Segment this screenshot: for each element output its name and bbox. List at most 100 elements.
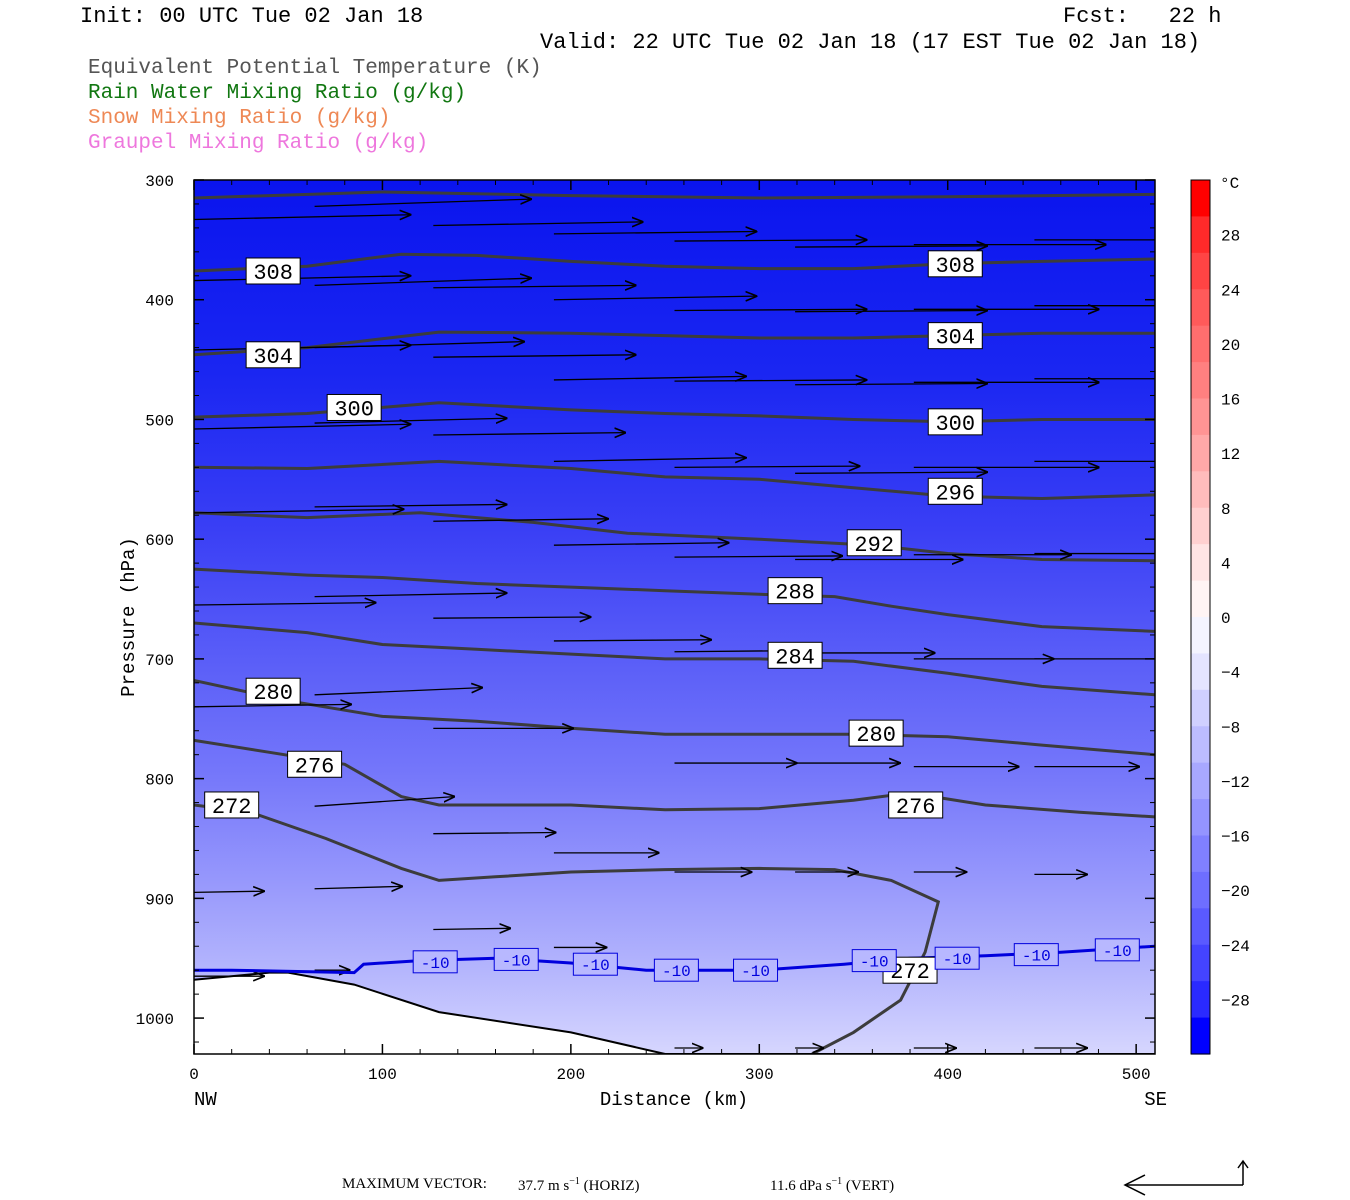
wind-vector <box>795 246 987 247</box>
colorbar-label: −8 <box>1221 719 1240 737</box>
x-tick-label: 300 <box>745 1066 774 1084</box>
temperature-label: -10 <box>581 957 610 975</box>
colorbar-segment <box>1191 180 1210 218</box>
theta-e-label-296: 296 <box>935 481 975 506</box>
temperature-label-box <box>493 947 539 971</box>
wind-vector <box>433 285 635 287</box>
theta-e-contour-304 <box>194 330 1155 357</box>
colorbar-segment <box>1191 835 1210 873</box>
wind-vector <box>194 603 375 605</box>
colorbar-label: 28 <box>1221 228 1240 246</box>
wind-vector <box>314 418 507 423</box>
theta-e-label-272: 272 <box>212 795 252 820</box>
theta-e-label-276: 276 <box>896 795 936 820</box>
x-right-direction: SE <box>1144 1089 1167 1111</box>
wind-vector <box>553 543 728 545</box>
valid-time: Valid: 22 UTC Tue 02 Jan 18 (17 EST Tue … <box>540 30 1201 55</box>
wind-vector <box>314 199 531 207</box>
temperature-label: -10 <box>421 955 450 973</box>
colorbar-segment <box>1191 544 1210 582</box>
forecast-hour: Fcst: 22 h <box>1063 4 1222 29</box>
temperature-label: -10 <box>1103 943 1132 961</box>
wind-vector <box>674 380 867 381</box>
colorbar-segment <box>1191 726 1210 764</box>
theta-e-label-box <box>927 477 983 505</box>
theta-e-label-box <box>846 529 902 557</box>
theta-e-label-280: 280 <box>856 723 896 748</box>
horiz-value: 37.7 m s <box>518 1178 570 1194</box>
wind-vector <box>433 355 635 357</box>
colorbar-segment <box>1191 689 1210 727</box>
theta-e-contour-296 <box>194 459 1155 501</box>
wind-vector <box>433 617 590 618</box>
wind-vector <box>433 833 555 834</box>
temperature-label: -10 <box>860 954 889 972</box>
legend-theta-e: Equivalent Potential Temperature (K) <box>88 57 542 80</box>
theta-e-label-box <box>204 791 260 819</box>
temperature-label-box <box>733 958 779 982</box>
wind-vector <box>553 231 756 233</box>
max-vector-vert: 11.6 dPa s−1 (VERT) <box>770 1176 894 1195</box>
colorbar-label: −4 <box>1221 665 1240 683</box>
y-tick-label: 500 <box>145 412 174 430</box>
colorbar-segment <box>1191 981 1210 1019</box>
vert-tag: (VERT) <box>845 1178 895 1194</box>
temperature-label: -10 <box>1022 948 1051 966</box>
x-tick-label: 0 <box>189 1066 199 1084</box>
wind-vector <box>314 593 507 597</box>
temperature-label-box <box>851 949 897 973</box>
vert-exponent: −1 <box>831 1176 843 1187</box>
colorbar-label: −24 <box>1221 938 1250 956</box>
temperature-label-box <box>572 952 618 976</box>
colorbar-label: 8 <box>1221 501 1231 519</box>
wind-vector <box>674 466 860 467</box>
wind-vector <box>674 309 867 310</box>
theta-e-label-box <box>888 791 944 819</box>
temperature-label-box <box>1013 943 1059 967</box>
temperature-label-box <box>653 958 699 982</box>
wind-vector <box>433 222 642 226</box>
theta-e-label-276: 276 <box>295 754 335 779</box>
theta-e-label-box <box>927 250 983 278</box>
theta-e-label-box <box>245 257 301 285</box>
temperature-label: -10 <box>741 963 770 981</box>
wind-vector <box>314 688 482 696</box>
wind-vector <box>314 797 454 807</box>
theta-e-contour-312 <box>194 190 1155 200</box>
theta-e-contour-276 <box>194 738 1155 819</box>
theta-e-label-box <box>767 641 823 669</box>
theta-e-label-280: 280 <box>253 681 293 706</box>
plot-frame <box>193 179 1156 1055</box>
wind-vector <box>433 928 510 929</box>
theta-e-label-300: 300 <box>935 412 975 437</box>
y-axis-label: Pressure (hPa) <box>118 537 140 697</box>
colorbar-segment <box>1191 434 1210 472</box>
theta-e-contour-292 <box>194 511 1155 563</box>
temperature-label: -10 <box>662 963 691 981</box>
colorbar-segment <box>1191 325 1210 363</box>
colorbar-segment <box>1191 908 1210 946</box>
colorbar-segment <box>1191 507 1210 545</box>
theta-e-label-292: 292 <box>854 533 894 558</box>
colorbar-label: 24 <box>1221 282 1240 300</box>
theta-e-label-304: 304 <box>253 345 293 370</box>
theta-e-label-308: 308 <box>935 254 975 279</box>
wind-vector <box>553 458 746 462</box>
colorbar-segment <box>1191 871 1210 909</box>
colorbar-segment <box>1191 471 1210 509</box>
terrain-fill <box>194 972 1155 1054</box>
wind-vector <box>674 240 867 241</box>
colorbar-segment <box>1191 944 1210 982</box>
theta-e-label-box <box>927 322 983 350</box>
colorbar-label: 12 <box>1221 446 1240 464</box>
wind-vector <box>194 509 403 513</box>
colorbar-label: −16 <box>1221 829 1250 847</box>
legend-rain-water: Rain Water Mixing Ratio (g/kg) <box>88 82 467 105</box>
x-tick-label: 200 <box>556 1066 585 1084</box>
colorbar-segment <box>1191 289 1210 327</box>
y-tick-label: 300 <box>145 173 174 191</box>
wind-vector <box>674 556 842 557</box>
wind-vector <box>194 424 410 429</box>
theta-e-contour-284 <box>194 621 1155 697</box>
